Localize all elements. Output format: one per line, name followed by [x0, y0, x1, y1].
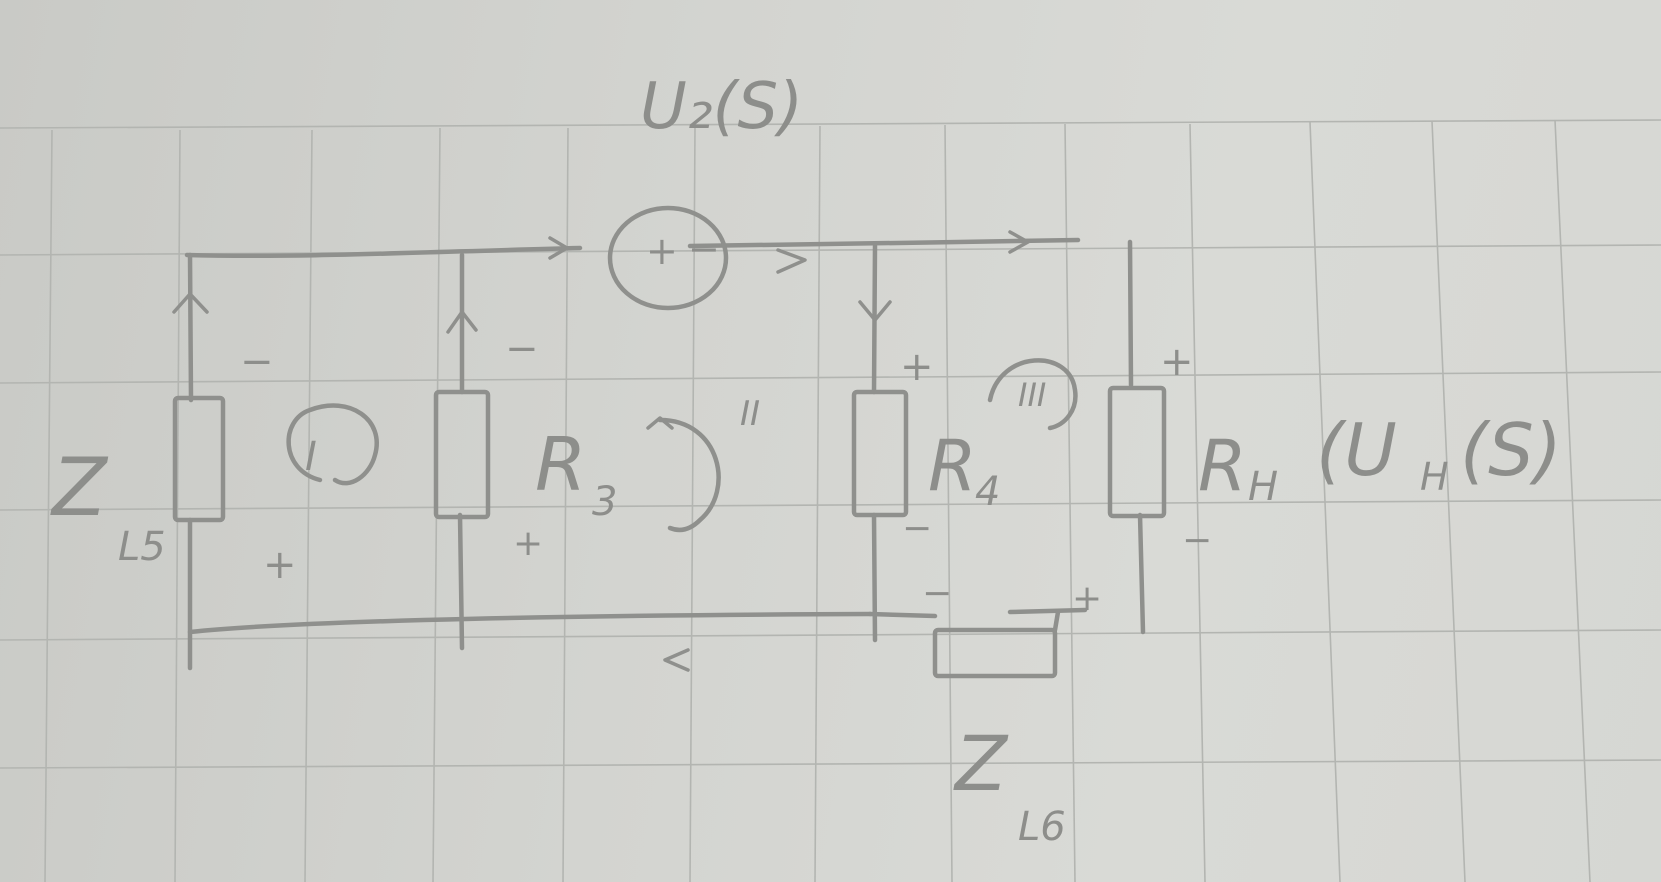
uh-label-close: (S) [1460, 408, 1562, 492]
loop-current-1-label: I [305, 434, 317, 480]
rh-label-subscript: H [1248, 464, 1278, 510]
r3-bottom-sign: + [513, 523, 543, 564]
circuit-wires [184, 237, 1146, 671]
rh-resistor-body [1107, 385, 1167, 519]
r4-top-sign: + [900, 344, 934, 390]
loop-currents [286, 358, 1078, 533]
r4-resistor-body [851, 389, 909, 518]
uh-label-subscript: H [1420, 455, 1449, 499]
z5-top-sign: − [240, 339, 274, 385]
source-label: U₂(S) [640, 70, 803, 144]
current-arrows [172, 230, 1030, 672]
rh-top-sign: + [1160, 339, 1194, 385]
uh-label-open: (U [1316, 408, 1397, 492]
source-plus-sign: + [646, 229, 678, 273]
rh-bottom-sign: − [1182, 520, 1212, 561]
z5-impedance-body [172, 395, 226, 523]
r3-label-subscript: 3 [592, 479, 617, 525]
z6-right-sign: + [1072, 578, 1102, 619]
z5-label-subscript: L5 [118, 524, 166, 570]
r4-label-subscript: 4 [975, 469, 1000, 515]
source-minus-sign: − [688, 227, 720, 271]
loop-current-2-label: II [740, 394, 760, 434]
r3-top-sign: − [505, 326, 539, 372]
r4-label: R [928, 425, 977, 507]
rh-label: R [1198, 425, 1247, 507]
r4-bottom-sign: − [902, 508, 932, 549]
z5-label: Z [50, 441, 109, 534]
z6-label-subscript: L6 [1018, 804, 1066, 850]
loop-current-3-label: III [1018, 376, 1046, 414]
r3-label: R [535, 422, 586, 508]
z6-impedance-body [932, 627, 1058, 679]
paper-grid [0, 119, 1661, 882]
r3-resistor-body [433, 389, 491, 520]
z5-bottom-sign: + [263, 542, 297, 588]
voltage-source-u2 [607, 205, 729, 311]
z6-left-sign: − [922, 573, 952, 614]
z6-label: Z [953, 719, 1009, 808]
